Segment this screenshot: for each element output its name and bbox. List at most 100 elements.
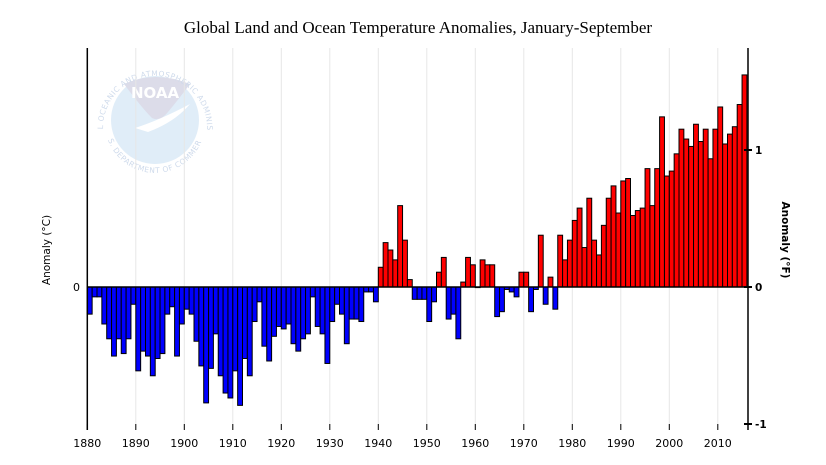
bar-1908 — [222, 286, 229, 394]
right-tick-label: 1 — [755, 145, 762, 157]
bar-1905 — [208, 286, 214, 369]
noaa-logo-bird-icon — [124, 77, 190, 120]
y-axis-ticks: 0 1 0 -1 — [73, 145, 767, 431]
bar-1921 — [285, 286, 292, 325]
bar-1990 — [620, 180, 627, 288]
bar-2011 — [722, 143, 729, 288]
bar-1891 — [140, 286, 146, 352]
bar-1959 — [469, 264, 476, 288]
x-tick-label: 2000 — [655, 437, 683, 450]
bar-1925 — [305, 286, 311, 335]
bar-1998 — [659, 116, 665, 288]
x-tick-label: 1970 — [510, 437, 538, 450]
bar-1946 — [406, 279, 413, 288]
bar-1889 — [130, 286, 137, 305]
bar-1898 — [174, 286, 180, 357]
bar-1975 — [547, 276, 554, 288]
bar-1973 — [537, 234, 544, 288]
bar-1945 — [402, 239, 408, 288]
x-tick-label: 1980 — [558, 437, 586, 450]
bar-1887 — [120, 286, 127, 355]
bar-1976 — [552, 286, 559, 310]
axes — [86, 48, 749, 430]
bar-1920 — [280, 286, 287, 330]
bar-1950 — [426, 286, 433, 323]
x-axis-ticks: 1880 1890 1900 1910 1920 1930 1940 1950 1960 1970… — [73, 424, 732, 450]
x-tick-label: 2010 — [704, 437, 732, 450]
bar-1958 — [465, 256, 471, 288]
bar-1981 — [576, 207, 583, 288]
x-tick-label: 1910 — [219, 437, 247, 450]
bar-1961 — [479, 259, 486, 288]
bar-1984 — [591, 239, 598, 288]
bar-1994 — [639, 207, 646, 288]
bar-1922 — [290, 286, 297, 345]
bar-1904 — [203, 286, 210, 404]
bar-1989 — [615, 212, 622, 288]
x-tick-label: 1900 — [170, 437, 198, 450]
bar-1999 — [663, 175, 670, 288]
x-tick-label: 1960 — [461, 437, 489, 450]
bar-1912 — [242, 286, 248, 360]
bar-1956 — [455, 286, 462, 340]
bar-1916 — [261, 286, 268, 347]
bar-1892 — [145, 286, 151, 357]
bar-1978 — [562, 259, 568, 288]
bar-1963 — [489, 264, 496, 288]
bar-1954 — [445, 286, 452, 320]
bar-2010 — [717, 106, 724, 288]
x-tick-label: 1880 — [73, 437, 101, 450]
bar-1890 — [135, 286, 142, 372]
bar-1968 — [513, 286, 520, 298]
bar-1911 — [237, 286, 243, 406]
bar-1980 — [571, 219, 578, 288]
right-tick-label: 0 — [755, 282, 762, 294]
bar-1952 — [436, 271, 442, 288]
bar-1955 — [450, 286, 457, 315]
bar-1974 — [542, 286, 549, 305]
bar-1924 — [300, 286, 307, 340]
left-tick-label: 0 — [73, 281, 80, 294]
bar-1893 — [149, 286, 156, 377]
x-tick-label: 1940 — [364, 437, 392, 450]
bar-1971 — [528, 286, 535, 313]
bar-1910 — [232, 286, 239, 372]
bar-1886 — [115, 286, 122, 340]
bar-1948 — [416, 286, 423, 300]
bar-1903 — [198, 286, 205, 367]
bar-2009 — [712, 128, 719, 288]
bar-1900 — [183, 286, 190, 310]
bar-1947 — [411, 286, 418, 300]
bar-1913 — [246, 286, 253, 377]
bar-1926 — [309, 286, 316, 298]
bar-1914 — [251, 286, 258, 323]
bar-2000 — [668, 170, 675, 288]
right-axis-label: Anomaly (°F) — [779, 202, 791, 279]
bar-1928 — [319, 286, 326, 335]
bar-2001 — [673, 153, 680, 288]
bar-1995 — [644, 168, 651, 288]
bar-2005 — [693, 123, 699, 288]
bar-2013 — [731, 126, 738, 288]
bar-1917 — [266, 286, 273, 362]
bar-1988 — [610, 185, 617, 288]
bar-1970 — [523, 271, 530, 288]
bar-1936 — [358, 286, 365, 323]
bar-1987 — [605, 197, 612, 288]
chart-title: Global Land and Ocean Temperature Anomal… — [184, 18, 653, 37]
bar-1885 — [111, 286, 117, 357]
bar-1965 — [499, 286, 505, 313]
bar-1949 — [421, 286, 428, 300]
bar-1969 — [518, 271, 525, 288]
bar-1882 — [96, 286, 103, 298]
noaa-logo-wave-icon — [135, 104, 190, 132]
left-axis-label: Anomaly (°C) — [41, 215, 53, 285]
bar-1929 — [324, 286, 331, 364]
bar-1979 — [566, 239, 573, 288]
bar-2008 — [707, 158, 714, 288]
bar-1881 — [91, 286, 98, 298]
bar-1897 — [169, 286, 176, 308]
bar-1991 — [625, 178, 632, 288]
bar-1901 — [188, 286, 195, 315]
